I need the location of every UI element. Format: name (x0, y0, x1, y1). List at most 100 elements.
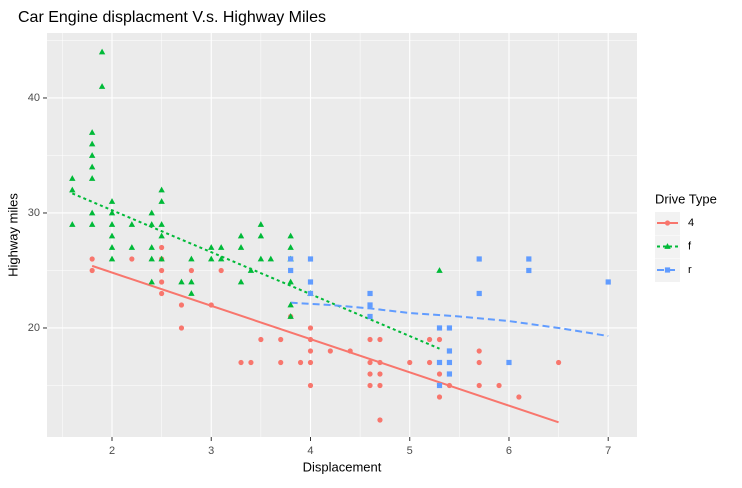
point (476, 382, 482, 389)
point (158, 232, 165, 239)
point (287, 278, 294, 285)
point (88, 221, 96, 227)
point (128, 244, 136, 250)
x-tick-label: 5 (407, 445, 413, 457)
legend-label: f (688, 240, 692, 252)
point (367, 336, 373, 343)
chart-title: Car Engine displacment V.s. Highway Mile… (18, 9, 326, 26)
legend-symbol (664, 243, 671, 249)
point (148, 221, 155, 227)
point (307, 290, 314, 297)
point (159, 267, 165, 274)
point (526, 256, 532, 262)
point (178, 302, 185, 308)
point (476, 359, 482, 366)
point (158, 186, 165, 193)
point (88, 163, 96, 170)
point (287, 313, 294, 319)
point (377, 382, 383, 389)
point (278, 359, 284, 366)
point (148, 209, 155, 216)
point (217, 255, 225, 262)
point (555, 359, 562, 366)
point (208, 255, 215, 262)
fit-lines (71, 192, 609, 424)
point (377, 336, 383, 343)
point (307, 336, 314, 343)
point (88, 209, 96, 216)
point (208, 302, 214, 308)
point (158, 221, 165, 227)
point (446, 359, 453, 366)
point (516, 394, 522, 400)
point (217, 244, 225, 250)
legend-label: 4 (688, 217, 694, 229)
point (218, 267, 224, 274)
point (446, 382, 453, 389)
x-tick-label: 6 (506, 445, 512, 457)
point (476, 290, 482, 297)
point (108, 221, 116, 227)
fit-line (290, 301, 609, 338)
point (89, 256, 95, 262)
point (436, 336, 443, 343)
point (108, 232, 116, 239)
point (188, 290, 195, 296)
point (446, 325, 453, 331)
point (278, 336, 284, 343)
point (436, 267, 443, 273)
point (307, 359, 314, 366)
legend: 4 fr (655, 212, 694, 282)
legend-symbol (664, 267, 671, 273)
point (307, 325, 314, 331)
point (347, 348, 353, 354)
point (178, 278, 185, 285)
point (88, 175, 96, 181)
point (108, 255, 116, 262)
y-tick-label: 20 (28, 322, 40, 334)
legend-title: Drive Type (655, 191, 717, 206)
point (436, 382, 443, 389)
point (288, 256, 294, 262)
point (377, 417, 383, 423)
y-tick-label: 40 (28, 92, 40, 104)
point (307, 348, 314, 354)
point (159, 244, 165, 251)
points (69, 48, 611, 423)
point (506, 359, 512, 366)
point (367, 290, 373, 297)
fit-line (91, 264, 559, 424)
point (69, 221, 76, 227)
point (526, 267, 532, 274)
point (476, 256, 482, 262)
point (258, 336, 264, 343)
point (307, 279, 314, 285)
point (89, 267, 95, 274)
point (98, 83, 106, 89)
x-tick-label: 7 (605, 445, 611, 457)
x-tick-label: 3 (208, 445, 214, 457)
x-axis-label: Displacement (303, 459, 382, 474)
point (267, 255, 274, 262)
point (248, 359, 254, 366)
fit-line (71, 192, 440, 350)
point (88, 129, 96, 135)
point (367, 382, 373, 389)
point (88, 152, 96, 158)
y-axis-label: Highway miles (5, 193, 20, 277)
point (88, 140, 96, 147)
point (367, 359, 373, 366)
point (496, 382, 502, 389)
point (436, 359, 443, 366)
point (446, 348, 453, 354)
point (436, 371, 443, 377)
point (178, 325, 185, 331)
point (148, 278, 155, 285)
point (108, 244, 116, 250)
point (288, 267, 294, 274)
point (69, 186, 76, 193)
point (446, 371, 453, 377)
point (98, 48, 106, 55)
point (237, 232, 245, 239)
